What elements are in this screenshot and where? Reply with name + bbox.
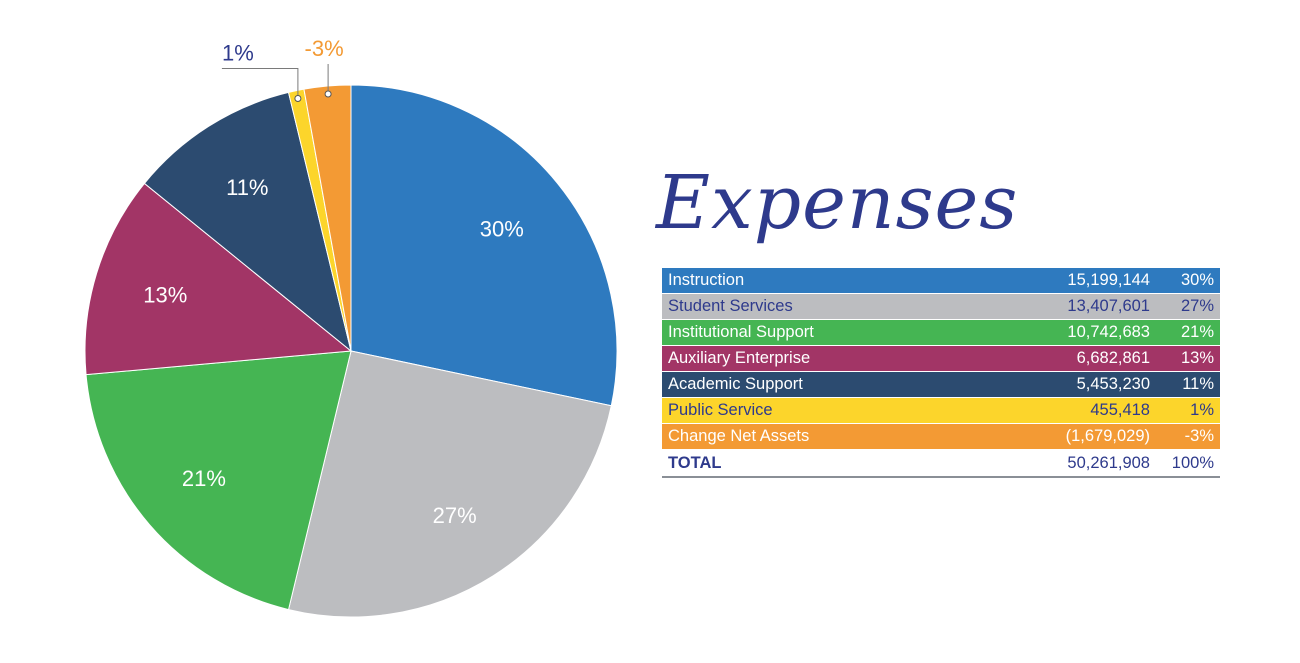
- row-percent: 30%: [1156, 268, 1220, 294]
- row-amount: 15,199,144: [974, 268, 1156, 294]
- pie-label-3: 13%: [143, 282, 187, 307]
- expense-table: Instruction 15,199,144 30% Student Services…: [662, 268, 1220, 478]
- row-category: Auxiliary Enterprise: [662, 345, 974, 372]
- pie-label-5: 1%: [222, 41, 254, 66]
- row-category: Change Net Assets: [662, 423, 974, 450]
- row-percent: 1%: [1156, 397, 1220, 424]
- total-label: TOTAL: [662, 449, 974, 478]
- row-category: Instruction: [662, 268, 974, 294]
- table-row: Instruction 15,199,144 30%: [662, 268, 1220, 294]
- row-category: Public Service: [662, 397, 974, 424]
- pie-label-0: 30%: [480, 217, 524, 242]
- pie-callout-dot-5: [294, 95, 302, 102]
- table-row: Public Service 455,418 1%: [662, 397, 1220, 424]
- row-amount: 10,742,683: [974, 319, 1156, 346]
- total-amount: 50,261,908: [974, 449, 1156, 478]
- row-amount: 13,407,601: [974, 293, 1156, 320]
- pie-callout-line-5: [221, 68, 299, 96]
- row-percent: 21%: [1156, 319, 1220, 346]
- row-category: Institutional Support: [662, 319, 974, 346]
- row-percent: 13%: [1156, 345, 1220, 372]
- pie-slice-2: [85, 350, 352, 611]
- pie-label-4: 11%: [226, 175, 268, 200]
- chart-title: Expenses: [656, 160, 1019, 246]
- row-amount: (1,679,029): [974, 423, 1156, 450]
- pie-slice-1: [287, 350, 612, 618]
- row-category: Student Services: [662, 293, 974, 320]
- row-amount: 6,682,861: [974, 345, 1156, 372]
- pie-callout-dot-6: [324, 90, 332, 98]
- pie-slice-3: [84, 182, 353, 376]
- row-amount: 455,418: [974, 397, 1156, 424]
- pie-slice-0: [350, 84, 618, 407]
- expense-rows: Instruction 15,199,144 30% Student Services…: [662, 268, 1220, 478]
- row-category: Academic Support: [662, 371, 974, 398]
- table-row: Institutional Support 10,742,683 21%: [662, 319, 1220, 346]
- row-percent: 27%: [1156, 293, 1220, 320]
- row-percent: -3%: [1156, 423, 1220, 450]
- table-row: Student Services 13,407,601 27%: [662, 293, 1220, 320]
- pie-callouts: 1% -3%: [221, 36, 344, 102]
- table-row: Auxiliary Enterprise 6,682,861 13%: [662, 345, 1220, 372]
- pie-slice-4: [143, 91, 352, 353]
- table-row: Academic Support 5,453,230 11%: [662, 371, 1220, 398]
- total-row: TOTAL 50,261,908 100%: [662, 449, 1220, 478]
- table-row: Change Net Assets (1,679,029) -3%: [662, 423, 1220, 450]
- pie-labels: 30% 27% 21% 13% 11%: [143, 175, 524, 528]
- pie-label-2: 21%: [182, 466, 226, 491]
- pie-label-6: -3%: [305, 36, 344, 61]
- pie-label-1: 27%: [433, 503, 477, 528]
- total-percent: 100%: [1156, 449, 1220, 478]
- pie-slice-6: [303, 84, 352, 352]
- pie-chart: 30% 27% 21% 13% 11% 1% -3%: [84, 36, 618, 618]
- pie-slices: [84, 84, 618, 618]
- row-percent: 11%: [1156, 371, 1220, 398]
- row-amount: 5,453,230: [974, 371, 1156, 398]
